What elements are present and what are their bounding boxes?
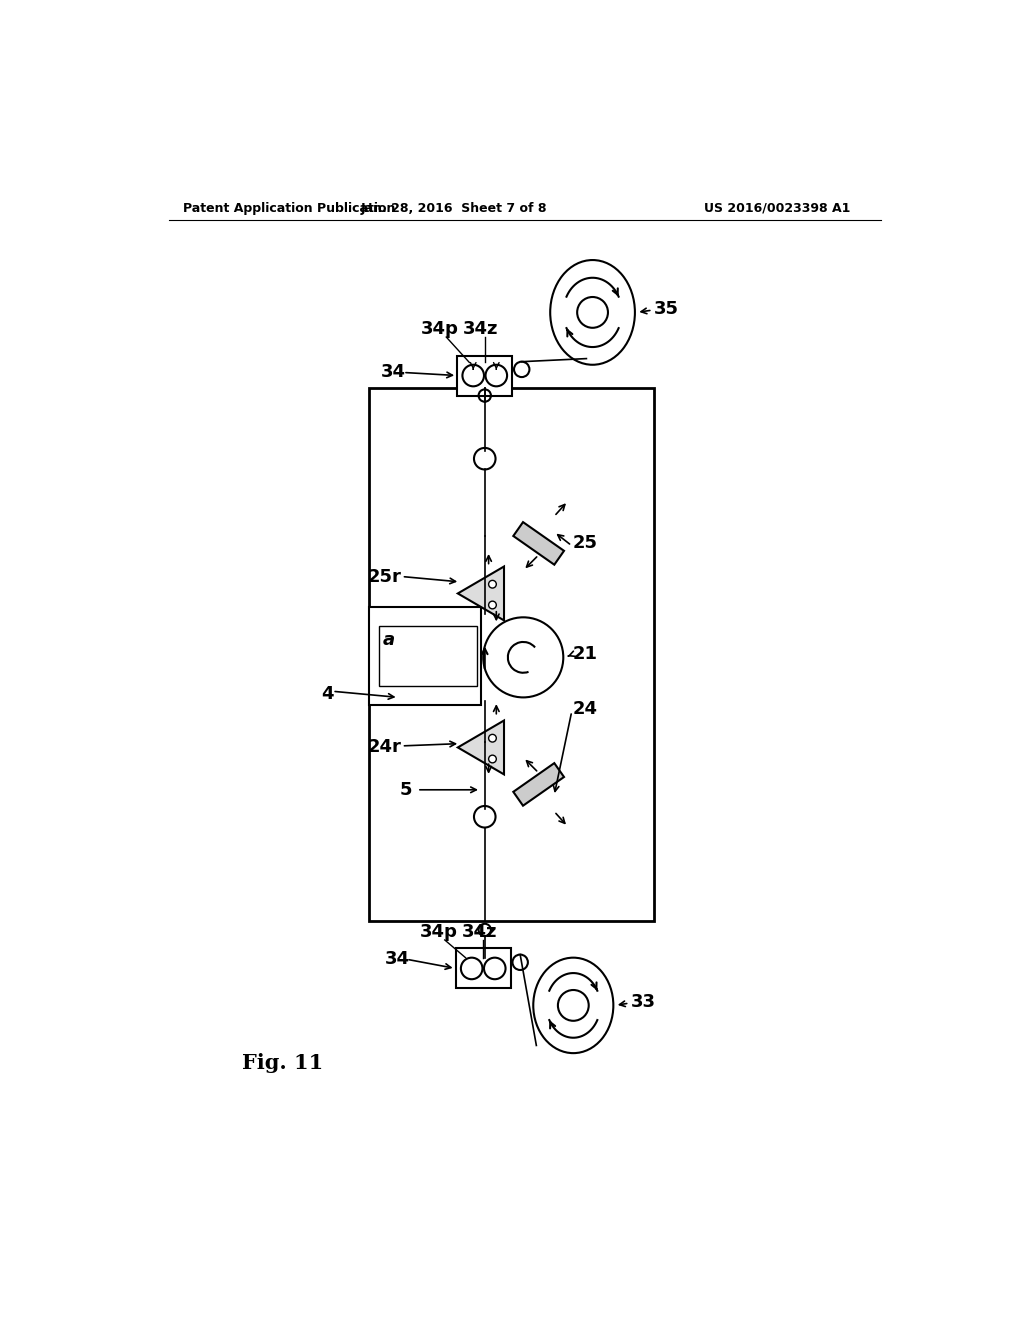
Circle shape	[488, 734, 497, 742]
Text: 24r: 24r	[368, 738, 401, 756]
Text: 21: 21	[572, 644, 598, 663]
Circle shape	[488, 755, 497, 763]
Circle shape	[488, 581, 497, 589]
Text: 34p: 34p	[421, 321, 459, 338]
Text: 34: 34	[381, 363, 406, 381]
Text: a: a	[383, 631, 395, 649]
Polygon shape	[458, 566, 504, 620]
Text: 34z: 34z	[463, 321, 499, 338]
Text: 35: 35	[654, 300, 679, 318]
Text: 25: 25	[572, 535, 598, 552]
Text: 4: 4	[322, 685, 334, 702]
Bar	[379, 626, 477, 686]
Text: 34z: 34z	[462, 923, 497, 941]
Bar	[457, 355, 512, 396]
Text: US 2016/0023398 A1: US 2016/0023398 A1	[705, 202, 851, 215]
Bar	[456, 949, 511, 989]
Text: Jan. 28, 2016  Sheet 7 of 8: Jan. 28, 2016 Sheet 7 of 8	[360, 202, 547, 215]
Text: 34: 34	[385, 950, 410, 968]
Polygon shape	[458, 721, 504, 775]
Bar	[370, 388, 654, 921]
Text: Fig. 11: Fig. 11	[243, 1053, 324, 1073]
Text: 24: 24	[572, 700, 598, 718]
Polygon shape	[513, 763, 564, 805]
Text: 33: 33	[631, 993, 656, 1011]
Text: 34p: 34p	[420, 923, 458, 941]
Bar	[370, 607, 481, 705]
Text: Patent Application Publication: Patent Application Publication	[183, 202, 395, 215]
Circle shape	[483, 618, 563, 697]
Circle shape	[488, 601, 497, 609]
Text: 25r: 25r	[368, 568, 401, 586]
Text: 5: 5	[400, 781, 413, 799]
Polygon shape	[513, 523, 564, 565]
